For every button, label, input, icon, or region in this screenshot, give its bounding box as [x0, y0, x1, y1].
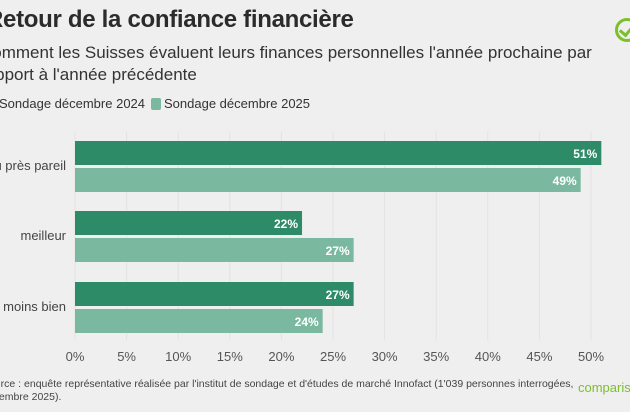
x-tick-label-15: 15% [217, 349, 243, 364]
brand-logo: comparis [578, 380, 630, 395]
x-tick-label-25: 25% [320, 349, 346, 364]
subtitle-line-1: Comment les Suisses évaluent leurs finan… [0, 43, 592, 62]
x-tick-label-20: 20% [268, 349, 294, 364]
legend-label-2024: Sondage décembre 2024 [0, 96, 146, 111]
x-tick-label-45: 45% [526, 349, 552, 364]
x-tick-label-0: 0% [66, 349, 85, 364]
value-label-1-1: 27% [326, 244, 350, 258]
category-label-2: moins bien [3, 299, 66, 314]
x-tick-label-40: 40% [475, 349, 501, 364]
bar-0-0 [75, 141, 602, 165]
value-label-0-0: 51% [573, 147, 597, 161]
bar-1-1 [75, 238, 354, 262]
category-label-0: à peu près pareil [0, 158, 66, 173]
legend: Sondage décembre 2024 Sondage décembre 2… [0, 96, 310, 111]
bar-0-1 [75, 168, 581, 192]
source-line-2: décembre 2025). [0, 391, 62, 403]
chart-subtitle: Comment les Suisses évaluent leurs finan… [0, 42, 620, 86]
source-line-1: Source : enquête représentative réalisée… [0, 378, 574, 390]
value-label-1-0: 22% [274, 217, 298, 231]
value-label-2-0: 27% [326, 288, 350, 302]
subtitle-line-2: rapport à l'année précédente [0, 65, 197, 84]
value-label-2-1: 24% [295, 315, 319, 329]
source-note: Source : enquête représentative réalisée… [0, 378, 574, 404]
x-tick-label-50: 50% [578, 349, 604, 364]
category-label-1: meilleur [20, 228, 66, 243]
value-label-0-1: 49% [553, 174, 577, 188]
x-tick-label-10: 10% [165, 349, 191, 364]
chart-title: Retour de la confiance financière [0, 6, 354, 33]
x-tick-label-35: 35% [423, 349, 449, 364]
x-tick-label-5: 5% [117, 349, 136, 364]
bar-2-0 [75, 282, 354, 306]
comparis-check-logo-icon [615, 18, 630, 42]
bar-2-1 [75, 309, 323, 333]
legend-swatch-2025 [151, 97, 162, 110]
x-tick-label-30: 30% [372, 349, 398, 364]
legend-label-2025: Sondage décembre 2025 [164, 96, 311, 111]
bar-1-0 [75, 211, 303, 235]
